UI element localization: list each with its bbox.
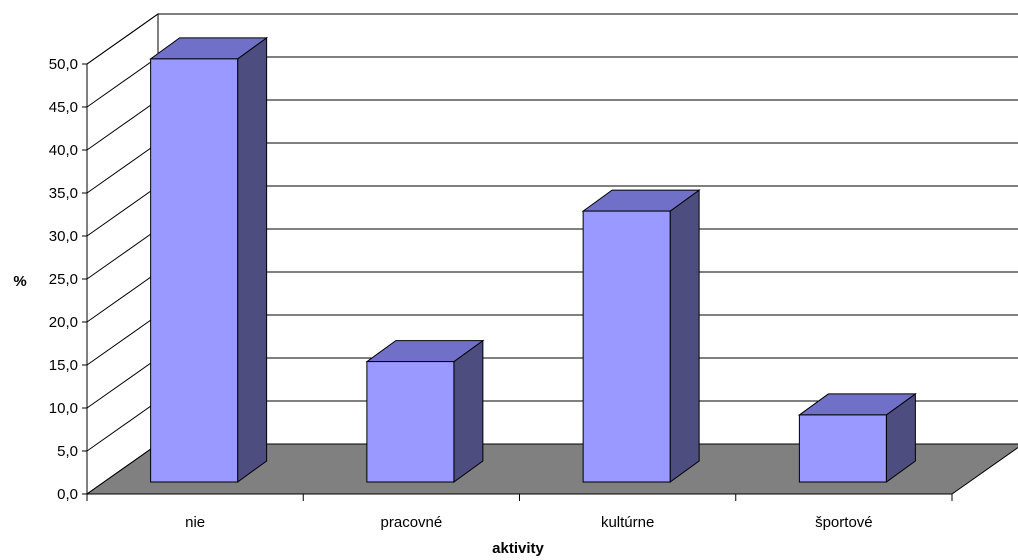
y-tick-label: 10,0 bbox=[49, 400, 78, 417]
bar-front bbox=[366, 361, 455, 483]
bars bbox=[149, 36, 917, 483]
bar bbox=[797, 392, 917, 483]
bar-front bbox=[582, 210, 671, 483]
y-tick-label: 25,0 bbox=[49, 271, 78, 288]
bar-side bbox=[453, 339, 484, 483]
y-tick-label: 35,0 bbox=[49, 185, 78, 202]
y-tick-label: 20,0 bbox=[49, 314, 78, 331]
bar bbox=[365, 339, 485, 483]
gridline bbox=[86, 13, 1018, 65]
bar-front bbox=[798, 414, 887, 483]
bar-front bbox=[150, 58, 239, 483]
bar-side bbox=[669, 189, 700, 483]
bar-side bbox=[237, 36, 268, 483]
y-tick-label: 30,0 bbox=[49, 228, 78, 245]
y-tick-label: 0,0 bbox=[57, 486, 78, 503]
x-axis-title: aktivity bbox=[492, 540, 544, 557]
x-tick-label: pracovné bbox=[381, 514, 443, 531]
y-tick-labels: 0,0 5,0 10,0 15,0 20,0 25,0 30,0 35,0 40,0 45,0 50… bbox=[49, 56, 78, 503]
x-tick-label: nie bbox=[185, 514, 205, 531]
bar bbox=[149, 36, 269, 483]
y-axis-title: % bbox=[13, 273, 26, 290]
x-tick-labels: nie pracovné kultúrne športové bbox=[185, 514, 873, 531]
y-tick-label: 40,0 bbox=[49, 142, 78, 159]
bar bbox=[581, 189, 701, 483]
y-tick-label: 15,0 bbox=[49, 357, 78, 374]
y-tick-label: 50,0 bbox=[49, 56, 78, 73]
x-tick-label: športové bbox=[815, 514, 873, 531]
y-tick-label: 45,0 bbox=[49, 99, 78, 116]
y-tick-label: 5,0 bbox=[57, 443, 78, 460]
axes bbox=[82, 63, 953, 501]
x-tick-label: kultúrne bbox=[601, 514, 654, 531]
